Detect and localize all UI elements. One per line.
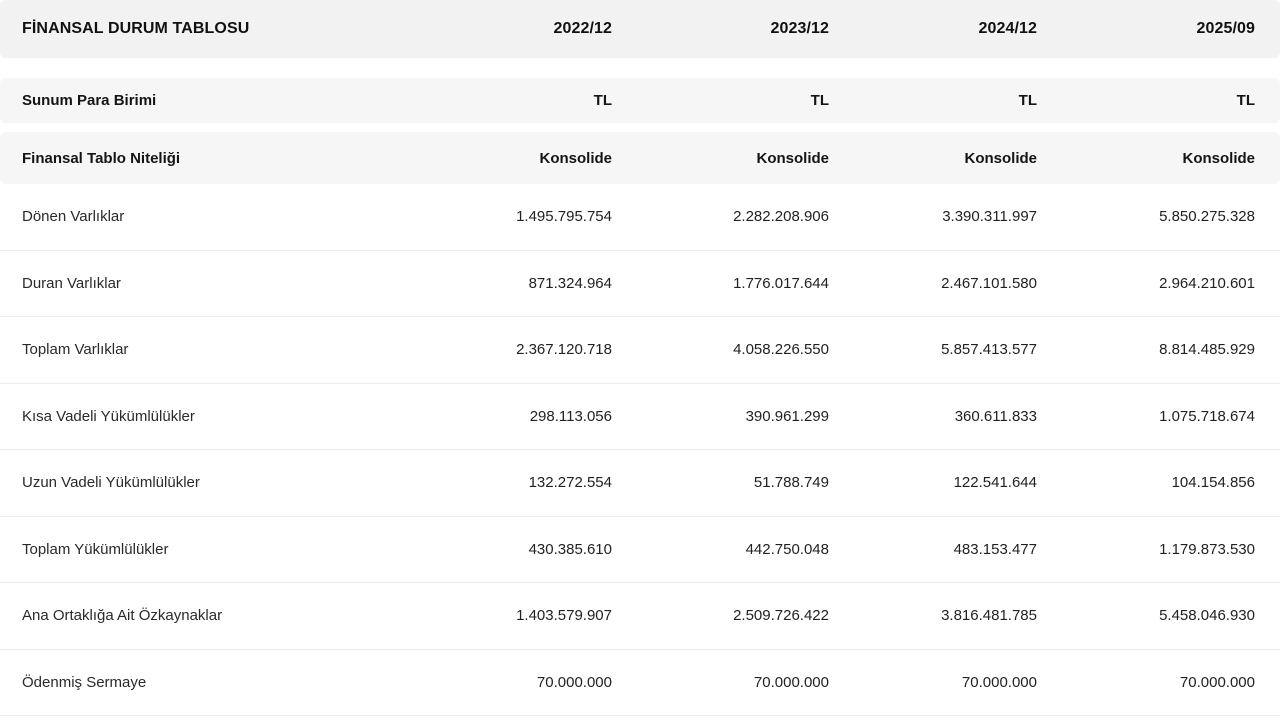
row-label: Ana Ortaklığa Ait Özkaynaklar	[22, 607, 223, 625]
row-value: 8.814.485.929	[1159, 341, 1255, 359]
table-row: Uzun Vadeli Yükümlülükler 132.272.554 51…	[0, 450, 1280, 517]
table-row: Duran Varlıklar 871.324.964 1.776.017.64…	[0, 251, 1280, 317]
statement-nature-value: Konsolide	[1182, 149, 1255, 167]
period-header: 2023/12	[770, 20, 829, 37]
statement-nature-label: Finansal Tablo Niteliği	[22, 149, 181, 167]
row-value: 1.075.718.674	[1159, 407, 1255, 425]
row-label: Duran Varlıklar	[22, 274, 121, 292]
row-value: 2.964.210.601	[1159, 274, 1255, 292]
row-value: 298.113.056	[529, 407, 612, 425]
row-value: 2.467.101.580	[941, 274, 1037, 292]
row-value: 104.154.856	[1171, 474, 1255, 492]
currency-value: TL	[593, 92, 612, 109]
row-value: 3.390.311.997	[942, 208, 1037, 226]
table-header-row: FİNANSAL DURUM TABLOSU 2022/12 2023/12 2…	[0, 0, 1280, 58]
row-value: 1.776.017.644	[733, 274, 829, 292]
row-value: 70.000.000	[536, 673, 612, 691]
row-value: 1.495.795.754	[516, 208, 612, 226]
row-value: 51.788.749	[753, 474, 829, 492]
row-value: 70.000.000	[961, 673, 1037, 691]
row-value: 483.153.477	[953, 540, 1037, 558]
currency-value: TL	[810, 92, 829, 109]
row-value: 4.058.226.550	[733, 341, 829, 359]
currency-row-label: Sunum Para Birimi	[22, 92, 157, 109]
row-value: 360.611.833	[954, 407, 1037, 425]
currency-value: TL	[1236, 92, 1255, 109]
period-header: 2024/12	[978, 20, 1037, 37]
statement-nature-value: Konsolide	[756, 149, 829, 167]
row-value: 2.367.120.718	[516, 341, 612, 359]
row-value: 390.961.299	[745, 407, 829, 425]
row-value: 132.272.554	[528, 474, 612, 492]
currency-row: Sunum Para Birimi TL TL TL TL	[0, 78, 1280, 123]
row-value: 5.857.413.577	[941, 341, 1037, 359]
table-title: FİNANSAL DURUM TABLOSU	[22, 20, 250, 37]
row-value: 1.179.873.530	[1159, 540, 1255, 558]
row-label: Uzun Vadeli Yükümlülükler	[22, 474, 200, 492]
table-row: Dönen Varlıklar 1.495.795.754 2.282.208.…	[0, 184, 1280, 251]
table-row: Toplam Yükümlülükler 430.385.610 442.750…	[0, 517, 1280, 583]
row-value: 1.403.579.907	[516, 607, 612, 625]
table-row: Kısa Vadeli Yükümlülükler 298.113.056 39…	[0, 384, 1280, 450]
table-row: Ana Ortaklığa Ait Özkaynaklar 1.403.579.…	[0, 583, 1280, 650]
row-label: Toplam Yükümlülükler	[22, 540, 169, 558]
period-header: 2022/12	[553, 20, 612, 37]
row-value: 122.541.644	[953, 474, 1037, 492]
row-value: 70.000.000	[1179, 673, 1255, 691]
row-value: 442.750.048	[745, 540, 829, 558]
row-value: 70.000.000	[753, 673, 829, 691]
statement-nature-value: Konsolide	[964, 149, 1037, 167]
row-value: 871.324.964	[528, 274, 612, 292]
row-label: Ödenmiş Sermaye	[22, 673, 147, 691]
table-row: Toplam Varlıklar 2.367.120.718 4.058.226…	[0, 317, 1280, 384]
row-value: 3.816.481.785	[941, 607, 1037, 625]
row-value: 2.509.726.422	[733, 607, 829, 625]
statement-nature-row: Finansal Tablo Niteliği Konsolide Konsol…	[0, 132, 1280, 184]
row-value: 5.850.275.328	[1159, 208, 1255, 226]
row-label: Toplam Varlıklar	[22, 341, 129, 359]
period-header: 2025/09	[1196, 20, 1255, 37]
row-value: 2.282.208.906	[733, 208, 829, 226]
row-value: 430.385.610	[528, 540, 612, 558]
row-label: Kısa Vadeli Yükümlülükler	[22, 407, 195, 425]
row-label: Dönen Varlıklar	[22, 208, 125, 226]
statement-nature-value: Konsolide	[539, 149, 612, 167]
row-value: 5.458.046.930	[1159, 607, 1255, 625]
currency-value: TL	[1018, 92, 1037, 109]
table-row: Ödenmiş Sermaye 70.000.000 70.000.000 70…	[0, 650, 1280, 716]
